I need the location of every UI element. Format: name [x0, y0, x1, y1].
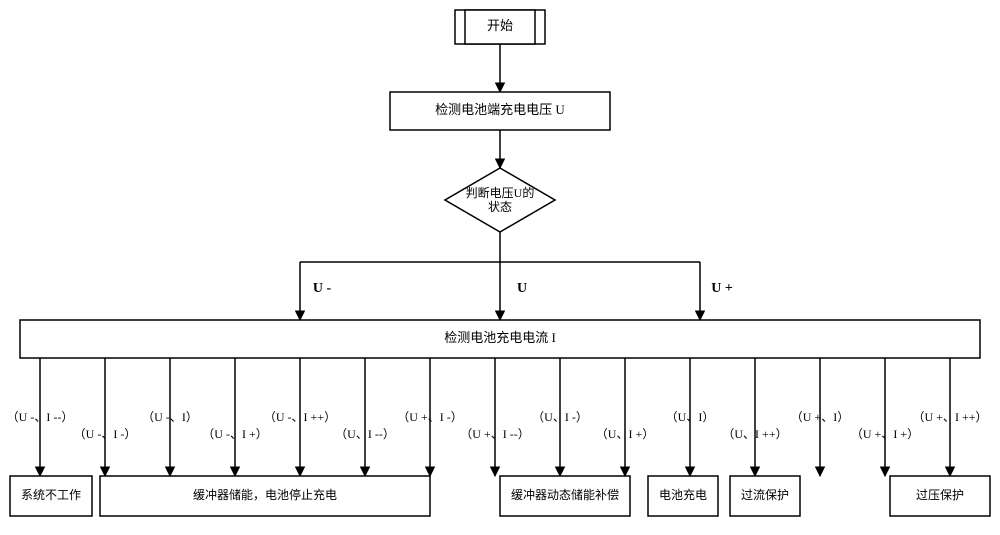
- cond-label-1: （U -、I -）: [74, 427, 137, 441]
- cond-label-8: （U、I -）: [532, 410, 588, 424]
- cond-label-13: （U +、I +）: [851, 427, 919, 441]
- cond-label-6: （U +、I -）: [397, 410, 462, 424]
- branch-label-u: U: [517, 281, 527, 296]
- detect-u-node: 检测电池端充电电压 U: [390, 92, 610, 130]
- cond-label-10: （U、I）: [666, 410, 715, 424]
- decision-label-1: 判断电压U的: [466, 185, 535, 200]
- detect-i-label: 检测电池充电电流 I: [444, 330, 556, 345]
- out-ov-label: 过压保护: [916, 488, 964, 502]
- cond-label-3: （U -、I +）: [202, 427, 267, 441]
- out-buffer-label: 缓冲器储能，电池停止充电: [193, 487, 337, 502]
- out-idle-label: 系统不工作: [21, 488, 81, 502]
- decision-label-2: 状态: [488, 200, 512, 214]
- detect-u-label: 检测电池端充电电压 U: [435, 102, 565, 117]
- out-charge-label: 电池充电: [659, 487, 707, 502]
- cond-label-12: （U +、I）: [791, 410, 849, 424]
- cond-label-9: （U、I +）: [596, 427, 654, 441]
- cond-label-4: （U -、I ++）: [264, 410, 336, 424]
- out-oc-label: 过流保护: [741, 488, 789, 502]
- cond-label-14: （U +、I ++）: [913, 410, 988, 424]
- detect-i-node: 检测电池充电电流 I: [20, 320, 980, 358]
- cond-label-5: （U、I --）: [335, 427, 395, 441]
- decision-node: 判断电压U的 状态: [445, 168, 555, 232]
- cond-label-11: （U、I ++）: [722, 427, 787, 441]
- cond-label-2: （U -、I）: [142, 410, 198, 424]
- start-node: 开始: [455, 10, 545, 44]
- start-label: 开始: [487, 18, 513, 33]
- cond-label-0: （U -、I --）: [7, 410, 74, 424]
- branch-label-u_plus: U +: [711, 281, 733, 296]
- cond-label-7: （U +、I --）: [460, 427, 529, 441]
- branch-label-u_minus: U -: [313, 281, 332, 296]
- out-dyn-label: 缓冲器动态储能补偿: [511, 487, 619, 502]
